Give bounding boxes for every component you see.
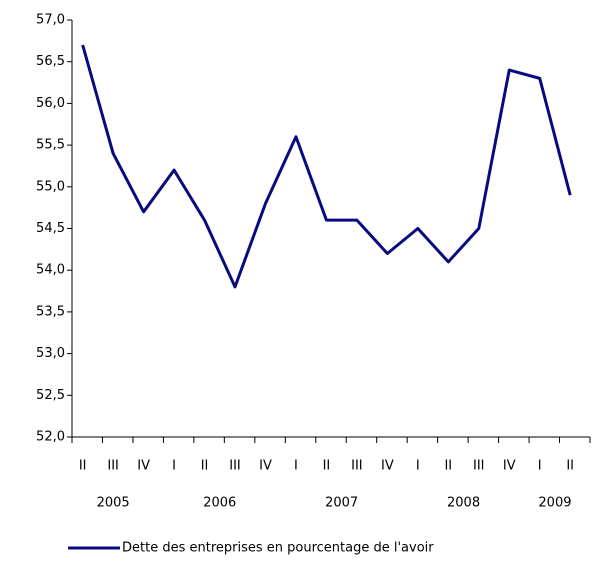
y-tick-label: 53,0: [36, 346, 65, 361]
x-tick-label: III: [107, 459, 119, 474]
x-tick-label: II: [323, 459, 331, 474]
y-tick-label: 57,0: [36, 13, 65, 28]
x-tick-label: IV: [259, 459, 272, 474]
y-tick-label: 54,0: [36, 263, 65, 278]
year-label: 2008: [447, 496, 480, 511]
y-tick-label: 52,0: [36, 430, 65, 445]
x-tick-label: IV: [137, 459, 150, 474]
line-series: [81, 44, 572, 289]
legend-label: Dette des entreprises en pourcentage de …: [122, 541, 434, 556]
x-tick-label: I: [294, 459, 298, 474]
x-tick-label: IV: [381, 459, 394, 474]
x-tick-label: III: [351, 459, 363, 474]
y-tick-label: 55,0: [36, 179, 65, 194]
year-label: 2007: [325, 496, 358, 511]
y-tick-label: 54,5: [36, 221, 65, 236]
year-label: 2009: [538, 496, 571, 511]
y-tick-label: 55,5: [36, 138, 65, 153]
year-label: 2005: [97, 496, 130, 511]
x-tick-label: II: [201, 459, 209, 474]
y-tick-label: 53,5: [36, 304, 65, 319]
x-tick-label: II: [444, 459, 452, 474]
year-label: 2006: [203, 496, 236, 511]
y-tick-label: 56,5: [36, 54, 65, 69]
x-tick-label: II: [79, 459, 87, 474]
x-tick-label: I: [172, 459, 176, 474]
y-tick-label: 56,0: [36, 96, 65, 111]
x-tick-label: I: [538, 459, 542, 474]
x-tick-label: II: [566, 459, 574, 474]
x-tick-label: III: [229, 459, 241, 474]
x-tick-label: III: [473, 459, 485, 474]
x-tick-label: I: [416, 459, 420, 474]
y-tick-label: 52,5: [36, 388, 65, 403]
x-tick-label: IV: [503, 459, 516, 474]
